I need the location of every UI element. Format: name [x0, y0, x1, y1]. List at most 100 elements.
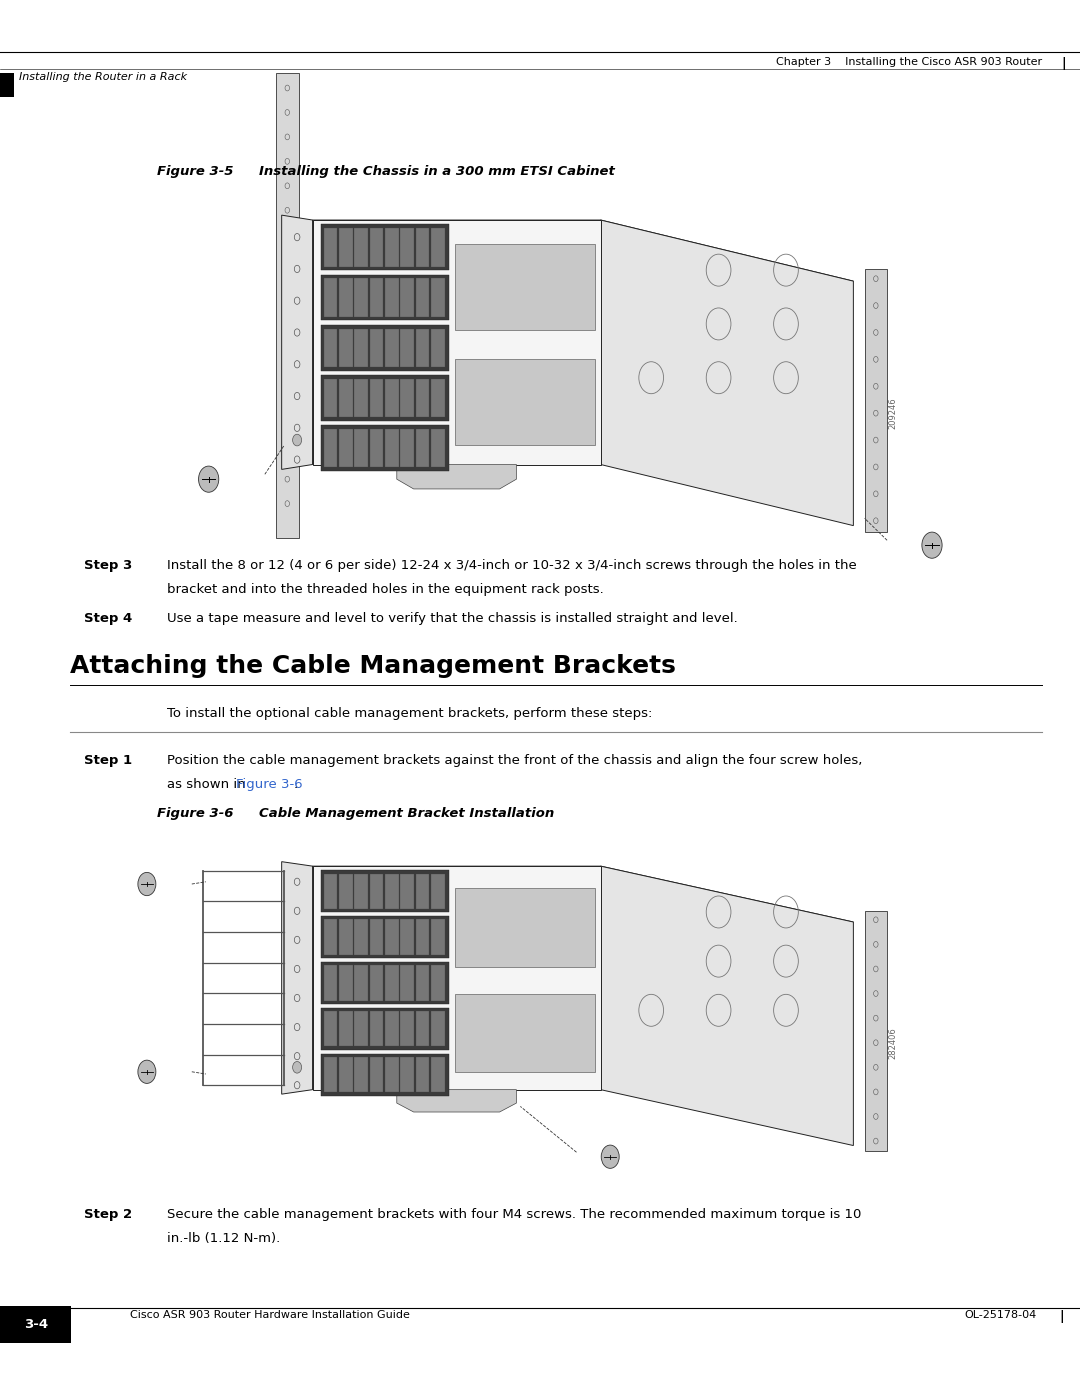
Bar: [0, 1306, 71, 1343]
Text: 3-4: 3-4: [24, 1317, 48, 1331]
Bar: [455, 993, 595, 1071]
Text: Secure the cable management brackets with four M4 screws. The recommended maximu: Secure the cable management brackets wit…: [167, 1208, 862, 1221]
Bar: [369, 1058, 383, 1092]
Bar: [354, 379, 368, 418]
Bar: [865, 911, 887, 1151]
Bar: [401, 919, 414, 954]
Bar: [276, 73, 298, 538]
Text: Position the cable management brackets against the front of the chassis and alig: Position the cable management brackets a…: [167, 754, 863, 767]
Bar: [354, 1058, 368, 1092]
Bar: [416, 873, 429, 908]
Bar: [321, 225, 449, 270]
Text: Figure 3-6: Figure 3-6: [237, 778, 302, 791]
Bar: [369, 379, 383, 418]
Bar: [324, 228, 337, 267]
Text: bracket and into the threaded holes in the equipment rack posts.: bracket and into the threaded holes in t…: [167, 583, 604, 595]
Bar: [354, 873, 368, 908]
Text: To install the optional cable management brackets, perform these steps:: To install the optional cable management…: [167, 707, 652, 719]
Text: in.-lb (1.12 N-m).: in.-lb (1.12 N-m).: [167, 1232, 281, 1245]
Text: Figure 3-5: Figure 3-5: [157, 165, 233, 177]
Bar: [416, 919, 429, 954]
Bar: [416, 278, 429, 317]
Bar: [339, 328, 353, 367]
Bar: [339, 1058, 353, 1092]
Bar: [431, 1058, 445, 1092]
Bar: [321, 275, 449, 320]
Bar: [339, 919, 353, 954]
Bar: [384, 328, 399, 367]
Polygon shape: [312, 866, 853, 922]
Polygon shape: [312, 866, 600, 1090]
Bar: [384, 1011, 399, 1046]
Bar: [416, 1011, 429, 1046]
Bar: [324, 873, 337, 908]
Text: as shown in: as shown in: [167, 778, 251, 791]
Bar: [0, 73, 14, 98]
Bar: [321, 326, 449, 370]
Bar: [416, 379, 429, 418]
Text: Installing the Router in a Rack: Installing the Router in a Rack: [19, 73, 188, 82]
Bar: [401, 429, 414, 468]
Text: Step 4: Step 4: [84, 612, 133, 624]
Bar: [384, 919, 399, 954]
Circle shape: [138, 1060, 156, 1084]
Circle shape: [199, 467, 219, 492]
Bar: [321, 1007, 449, 1049]
Text: |: |: [1062, 57, 1066, 70]
Bar: [416, 228, 429, 267]
Bar: [324, 278, 337, 317]
Bar: [354, 228, 368, 267]
Bar: [865, 270, 887, 532]
Circle shape: [138, 872, 156, 895]
Bar: [324, 919, 337, 954]
Bar: [431, 379, 445, 418]
Text: 209246: 209246: [888, 398, 897, 429]
Bar: [455, 359, 595, 446]
Bar: [321, 1053, 449, 1095]
Bar: [354, 965, 368, 1000]
Text: Step 3: Step 3: [84, 559, 133, 571]
Bar: [401, 873, 414, 908]
Polygon shape: [312, 219, 853, 281]
Bar: [354, 1011, 368, 1046]
Bar: [324, 328, 337, 367]
Bar: [401, 965, 414, 1000]
Bar: [369, 228, 383, 267]
Bar: [339, 965, 353, 1000]
Bar: [384, 228, 399, 267]
Text: Installing the Chassis in a 300 mm ETSI Cabinet: Installing the Chassis in a 300 mm ETSI …: [259, 165, 616, 177]
Bar: [416, 328, 429, 367]
Bar: [401, 328, 414, 367]
Bar: [369, 278, 383, 317]
Bar: [354, 429, 368, 468]
Text: 282406: 282406: [888, 1027, 897, 1059]
Bar: [369, 1011, 383, 1046]
Bar: [384, 1058, 399, 1092]
Bar: [401, 1011, 414, 1046]
Bar: [401, 1058, 414, 1092]
Text: Attaching the Cable Management Brackets: Attaching the Cable Management Brackets: [70, 654, 676, 678]
Bar: [321, 374, 449, 420]
Bar: [431, 1011, 445, 1046]
Bar: [401, 278, 414, 317]
Polygon shape: [600, 219, 853, 525]
Polygon shape: [312, 219, 600, 464]
Text: |: |: [1059, 1310, 1064, 1323]
Bar: [431, 429, 445, 468]
Bar: [369, 965, 383, 1000]
Text: Install the 8 or 12 (4 or 6 per side) 12-24 x 3/4-inch or 10-32 x 3/4-inch screw: Install the 8 or 12 (4 or 6 per side) 12…: [167, 559, 858, 571]
Text: Step 2: Step 2: [84, 1208, 133, 1221]
Text: Step 1: Step 1: [84, 754, 133, 767]
Bar: [339, 228, 353, 267]
Text: Cable Management Bracket Installation: Cable Management Bracket Installation: [259, 807, 554, 820]
Bar: [324, 965, 337, 1000]
Polygon shape: [282, 215, 312, 469]
Circle shape: [922, 532, 942, 559]
Bar: [339, 379, 353, 418]
Bar: [401, 379, 414, 418]
Bar: [369, 873, 383, 908]
Bar: [384, 873, 399, 908]
Bar: [401, 228, 414, 267]
Bar: [384, 379, 399, 418]
Text: .: .: [294, 778, 297, 791]
